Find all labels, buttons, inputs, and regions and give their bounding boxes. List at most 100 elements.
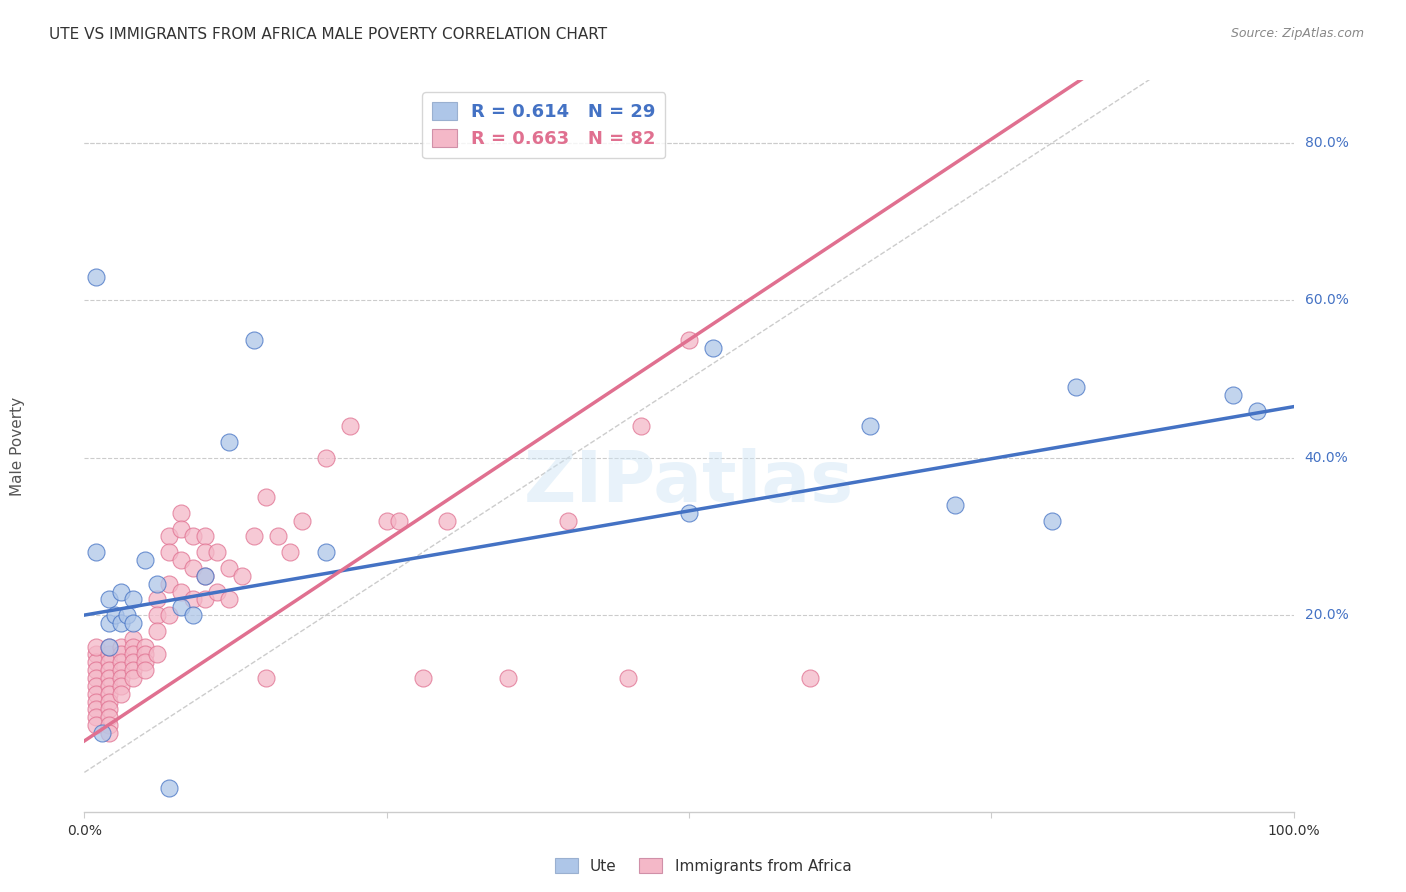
Point [207,584,229,599]
Point [97,648,120,662]
Point [375,514,398,528]
Point [630,419,652,434]
Point [146,648,169,662]
Point [146,576,169,591]
Point [110,648,132,662]
Point [134,663,156,677]
Point [242,529,264,543]
Point [436,514,458,528]
Point [146,608,169,623]
Point [86,687,108,701]
Point [194,529,217,543]
Point [157,576,180,591]
Point [121,592,143,607]
Point [1246,403,1268,417]
Point [104,608,127,623]
Point [97,687,120,701]
Point [194,545,217,559]
Point [97,663,120,677]
Text: Source: ZipAtlas.com: Source: ZipAtlas.com [1230,27,1364,40]
Point [97,718,120,732]
Point [157,781,180,796]
Point [242,333,264,347]
Point [97,640,120,654]
Point [110,584,132,599]
Point [943,498,966,512]
Point [86,710,108,724]
Point [181,529,204,543]
Point [170,600,193,615]
Point [86,679,108,693]
Point [194,568,217,582]
Point [496,671,519,685]
Text: Male Poverty: Male Poverty [10,396,25,496]
Point [254,671,277,685]
Point [110,655,132,669]
Point [388,514,411,528]
Point [170,522,193,536]
Point [110,671,132,685]
Point [170,584,193,599]
Point [218,561,240,575]
Legend: Ute, Immigrants from Africa: Ute, Immigrants from Africa [548,852,858,880]
Point [315,450,337,465]
Point [97,671,120,685]
Point [86,718,108,732]
Text: UTE VS IMMIGRANTS FROM AFRICA MALE POVERTY CORRELATION CHART: UTE VS IMMIGRANTS FROM AFRICA MALE POVER… [49,27,607,42]
Point [86,655,108,669]
Point [121,671,143,685]
Point [859,419,882,434]
Point [557,514,579,528]
Point [412,671,434,685]
Legend: R = 0.614   N = 29, R = 0.663   N = 82: R = 0.614 N = 29, R = 0.663 N = 82 [422,92,665,158]
Point [678,506,700,520]
Point [134,655,156,669]
Point [110,663,132,677]
Point [799,671,821,685]
Point [121,615,143,630]
Point [194,592,217,607]
Point [339,419,361,434]
Point [121,648,143,662]
Point [146,592,169,607]
Point [194,568,217,582]
Point [121,655,143,669]
Text: ZIPatlas: ZIPatlas [524,448,853,517]
Point [86,695,108,709]
Point [207,545,229,559]
Point [181,608,204,623]
Point [97,679,120,693]
Point [86,702,108,716]
Point [97,640,120,654]
Point [110,615,132,630]
Text: 0.0%: 0.0% [67,823,101,838]
Point [291,514,314,528]
Point [86,648,108,662]
Point [97,695,120,709]
Point [86,269,108,284]
Point [218,592,240,607]
Point [617,671,640,685]
Point [678,333,700,347]
Point [702,341,724,355]
Point [97,592,120,607]
Point [181,561,204,575]
Text: 40.0%: 40.0% [1305,450,1348,465]
Point [97,655,120,669]
Point [134,648,156,662]
Point [86,671,108,685]
Point [97,702,120,716]
Point [86,663,108,677]
Point [146,624,169,638]
Point [97,710,120,724]
Point [115,608,138,623]
Point [110,679,132,693]
Point [170,553,193,567]
Point [218,435,240,450]
Text: 100.0%: 100.0% [1267,823,1320,838]
Point [86,640,108,654]
Point [110,640,132,654]
Point [278,545,301,559]
Point [110,687,132,701]
Text: 80.0%: 80.0% [1305,136,1348,150]
